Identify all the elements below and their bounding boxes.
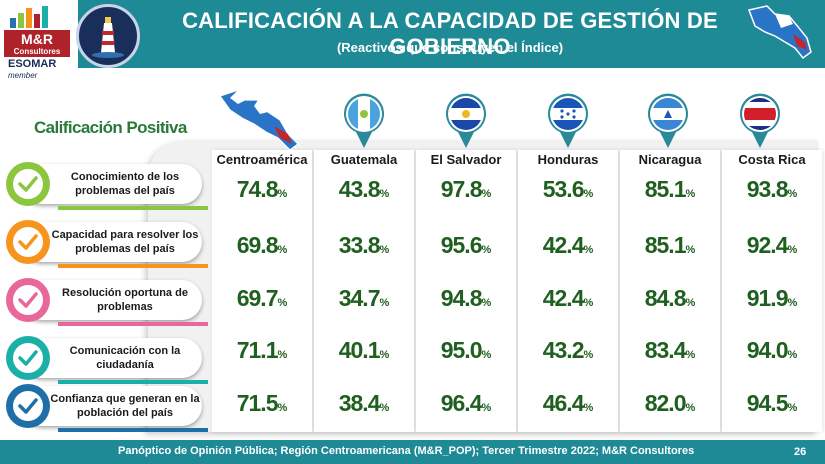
row-label: Conocimiento de los problemas del país: [6, 158, 208, 210]
row-label-text: Conocimiento de los problemas del país: [70, 171, 180, 197]
value-cell: 74.8%: [236, 176, 288, 202]
column-header: Centroamérica: [216, 152, 308, 167]
value-cell: 85.1%: [644, 176, 696, 202]
check-icon: [6, 162, 50, 206]
column-header: Costa Rica: [738, 152, 806, 167]
row-accent-line: [58, 206, 208, 210]
column-strip: [518, 150, 618, 432]
row-label-pill: [22, 222, 202, 262]
row-label-pill: [22, 386, 202, 426]
row-label-text: Resolución oportuna de problemas: [62, 287, 188, 313]
value-cell: 40.1%: [338, 337, 390, 363]
column-strip: [314, 150, 414, 432]
logo-sub: Consultores: [4, 47, 70, 57]
column-strip: [722, 150, 822, 432]
section-label: Calificación Positiva: [34, 118, 187, 137]
value-cell: 71.5%: [236, 390, 288, 416]
honduras-flag-pin-icon: [548, 93, 588, 148]
esomar-member: member: [8, 71, 38, 80]
central-america-flag-map-icon: [219, 89, 299, 151]
check-icon: [6, 336, 50, 380]
esomar-label: ESOMAR: [8, 58, 57, 70]
value-cell: 83.4%: [644, 337, 696, 363]
row-label: Capacidad para resolver los problemas de…: [6, 216, 208, 268]
lighthouse-icon: [82, 10, 134, 62]
footer-source: Panóptico de Opinión Pública; Región Cen…: [118, 445, 695, 457]
panoptico-badge: [76, 4, 140, 68]
row-label-pill: [22, 338, 202, 378]
row-accent-line: [58, 322, 208, 326]
value-cell: 69.7%: [236, 285, 288, 311]
value-cell: 97.8%: [440, 176, 492, 202]
value-cell: 95.6%: [440, 232, 492, 258]
value-cell: 95.0%: [440, 337, 492, 363]
row-label: Resolución oportuna de problemas: [6, 274, 208, 326]
page-subtitle: (Reactivos que construyen el Índice): [336, 40, 564, 55]
value-cell: 94.8%: [440, 285, 492, 311]
el-salvador-flag-pin-icon: [446, 93, 486, 148]
row-label-text: Capacidad para resolver los problemas de…: [51, 229, 199, 255]
column-strip: [416, 150, 516, 432]
value-cell: 93.8%: [746, 176, 798, 202]
row-accent-line: [58, 264, 208, 268]
value-cell: 85.1%: [644, 232, 696, 258]
value-cell: 71.1%: [236, 337, 288, 363]
company-logo: M&R Consultores ESOMAR member: [0, 0, 78, 84]
value-cell: 43.2%: [542, 337, 594, 363]
value-cell: 94.0%: [746, 337, 798, 363]
row-accent-line: [58, 428, 208, 432]
value-cell: 84.8%: [644, 285, 696, 311]
row-label: Comunicación con la ciudadanía: [6, 332, 208, 384]
column-header: El Salvador: [430, 152, 502, 167]
column-header: Nicaragua: [638, 152, 702, 167]
value-cell: 42.4%: [542, 232, 594, 258]
page-title: CALIFICACIÓN A LA CAPACIDAD DE GESTIÓN D…: [182, 8, 718, 59]
value-cell: 94.5%: [746, 390, 798, 416]
value-cell: 53.6%: [542, 176, 594, 202]
column-header: Honduras: [537, 152, 599, 167]
row-label-pill: [22, 164, 202, 204]
column-header: Guatemala: [330, 152, 398, 167]
central-america-map-icon: [747, 5, 812, 60]
value-cell: 69.8%: [236, 232, 288, 258]
row-accent-line: [58, 380, 208, 384]
row-label-pill: [22, 280, 202, 320]
value-cell: 38.4%: [338, 390, 390, 416]
row-label-text: Confianza que generan en la población de…: [50, 393, 200, 419]
value-cell: 96.4%: [440, 390, 492, 416]
check-icon: [6, 278, 50, 322]
footer-bar: [0, 440, 825, 464]
bar-logo-icon: [10, 6, 48, 28]
page-number: 26: [794, 446, 807, 458]
value-cell: 92.4%: [746, 232, 798, 258]
row-label-text: Comunicación con la ciudadanía: [69, 345, 181, 371]
guatemala-flag-pin-icon: [344, 93, 384, 148]
column-strip: [620, 150, 720, 432]
value-cell: 33.8%: [338, 232, 390, 258]
check-icon: [6, 384, 50, 428]
logo-brand: M&R: [4, 30, 70, 47]
value-cell: 82.0%: [644, 390, 696, 416]
value-cell: 42.4%: [542, 285, 594, 311]
value-cell: 91.9%: [746, 285, 798, 311]
check-icon: [6, 220, 50, 264]
nicaragua-flag-pin-icon: [648, 93, 688, 148]
costa-rica-flag-pin-icon: [740, 93, 780, 148]
value-cell: 46.4%: [542, 390, 594, 416]
column-strip: [212, 150, 312, 432]
value-cell: 34.7%: [338, 285, 390, 311]
row-label: Confianza que generan en la población de…: [6, 380, 208, 432]
value-cell: 43.8%: [338, 176, 390, 202]
